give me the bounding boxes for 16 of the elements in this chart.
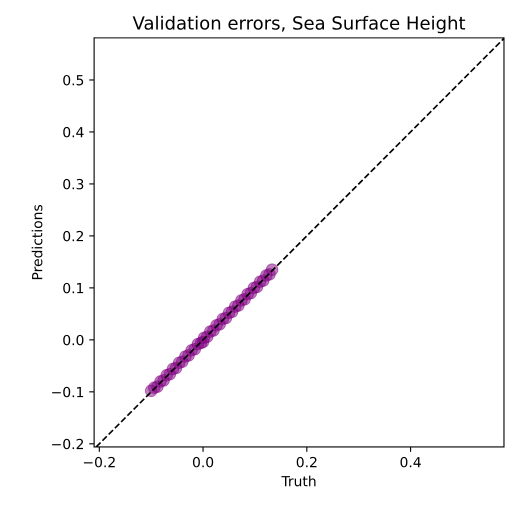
x-tick-label: 0.2 [296,456,316,468]
x-tick-label: −0.2 [84,456,115,468]
y-tick-label: 0.3 [63,178,84,190]
x-axis-title: Truth [281,476,316,486]
y-tick-label: 0.0 [63,334,84,346]
y-tick-label: 0.2 [63,230,84,242]
point [266,263,278,276]
y-tick-label: 0.4 [63,126,84,138]
chart-title: Validation errors, Sea Surface Height [132,16,466,34]
y-axis-title: Predictions [32,204,42,280]
y-tick-label: −0.2 [52,438,83,450]
x-tick-label: 0.0 [192,456,214,468]
y-tick-label: 0.1 [63,282,84,294]
y-tick-label: 0.5 [63,74,84,86]
x-tick-label: 0.4 [400,456,421,468]
y-tick-label: −0.1 [52,386,84,398]
